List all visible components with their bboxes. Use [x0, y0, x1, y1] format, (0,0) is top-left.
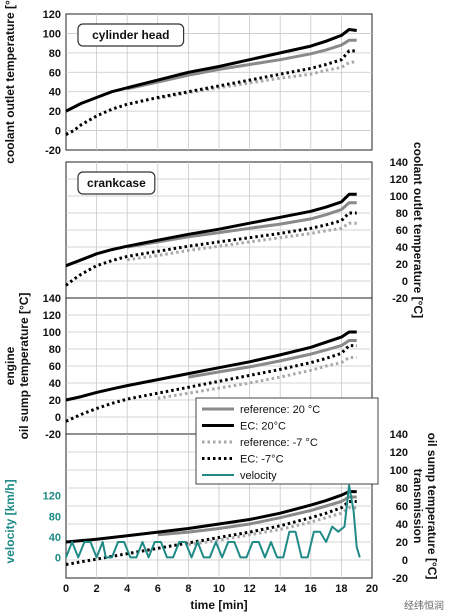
y-tick-label: 20 [49, 395, 61, 407]
y-tick-label: 80 [49, 344, 61, 356]
y-tick-label: 80 [396, 483, 408, 495]
y-axis-label: coolant outlet temperature [°C] [411, 142, 425, 318]
y-tick-label: 60 [49, 361, 61, 373]
y-tick-label: -20 [45, 429, 61, 441]
y-axis-label: transmission [411, 469, 425, 544]
y-axis-label: engine [3, 346, 17, 385]
x-tick-label: 16 [305, 583, 317, 595]
x-axis: 0 2 4 6 8 10 12 14 16 18 20 time [min] [63, 583, 378, 612]
panel-title-box [77, 23, 185, 47]
series-line [65, 28, 357, 113]
y-tick-label: 100 [390, 191, 408, 203]
legend-label: velocity [240, 470, 277, 482]
velocity-tick-label: 40 [49, 532, 61, 544]
series-line [188, 339, 357, 379]
y-tick-label: 120 [43, 9, 61, 21]
series-line [65, 490, 357, 544]
series-line [65, 211, 357, 287]
legend-box [195, 397, 379, 485]
y-tick-label: 0 [402, 276, 408, 288]
y-tick-label: 100 [390, 465, 408, 477]
y-tick-label: -20 [392, 573, 408, 585]
legend: reference: 20 °C EC: 20°C reference: -7 °C… [195, 397, 379, 485]
y-tick-label: 0 [402, 555, 408, 567]
x-axis-label: time [min] [190, 598, 247, 612]
y-tick-label: 60 [396, 225, 408, 237]
y-axis-label: coolant outlet temperature [° [3, 0, 17, 164]
x-tick-label: 6 [155, 583, 161, 595]
velocity-tick-label: 0 [55, 552, 61, 564]
y-axis-label: oil sump temperature [°C] [17, 293, 31, 440]
y-tick-label: -20 [392, 293, 408, 305]
y-tick-label: 120 [43, 310, 61, 322]
panel-title: crankcase [87, 176, 146, 190]
legend-label: reference: 20 °C [240, 404, 320, 416]
x-tick-label: 0 [63, 583, 69, 595]
y-tick-label: 20 [396, 259, 408, 271]
x-tick-label: 14 [274, 583, 287, 595]
series-line [157, 495, 357, 537]
y-tick-label: 40 [49, 378, 61, 390]
panel-1: -20 0 20 40 60 80 100 120 cylinder head coolant o… [3, 0, 373, 164]
y-tick-label: 0 [55, 412, 61, 424]
series-line [157, 60, 357, 100]
watermark: 经纬恒润 [404, 601, 444, 612]
y-tick-label: 20 [396, 537, 408, 549]
velocity-tick-label: 120 [43, 491, 61, 503]
series-line [65, 330, 357, 402]
velocity-axis-label: velocity [km/h] [3, 479, 17, 563]
y-tick-label: 40 [396, 519, 408, 531]
panel-4: -20 0 20 40 60 80 100 120 140 transmission oil sum… [3, 429, 439, 585]
series-line [126, 201, 357, 249]
x-tick-label: 20 [366, 583, 378, 595]
y-tick-label: -20 [45, 145, 61, 157]
x-tick-label: 8 [185, 583, 191, 595]
y-tick-label: 40 [49, 87, 61, 99]
velocity-tick-label: 80 [49, 511, 61, 523]
y-tick-label: 120 [390, 447, 408, 459]
series-line [157, 356, 357, 400]
y-tick-label: 60 [396, 501, 408, 513]
y-axis-label: oil sump temperature [°C] [425, 433, 439, 580]
series-line [65, 500, 357, 566]
series-line [126, 38, 357, 91]
x-tick-label: 10 [213, 583, 225, 595]
y-tick-label: 140 [390, 429, 408, 441]
y-tick-label: 120 [390, 174, 408, 186]
y-tick-label: 80 [49, 48, 61, 60]
legend-label: EC: 20°C [240, 421, 286, 433]
series-line [126, 221, 357, 262]
y-tick-label: 140 [43, 293, 61, 305]
series-line [65, 192, 357, 268]
y-tick-label: 80 [396, 208, 408, 220]
y-tick-label: 40 [396, 242, 408, 254]
x-tick-label: 18 [335, 583, 347, 595]
legend-label: EC: -7°C [240, 454, 284, 466]
y-tick-label: 100 [43, 28, 61, 40]
panel-title: cylinder head [92, 28, 169, 42]
panel-2: -20 0 20 40 60 80 100 120 140 crankcase coolant ou… [65, 142, 425, 318]
legend-label: reference: -7 °C [240, 437, 318, 449]
x-tick-label: 2 [94, 583, 100, 595]
x-tick-label: 12 [243, 583, 255, 595]
y-tick-label: 20 [49, 106, 61, 118]
series-line [65, 344, 357, 423]
y-tick-label: 100 [43, 327, 61, 339]
panel-title-box [77, 171, 156, 195]
x-tick-label: 4 [124, 583, 131, 595]
y-tick-label: 0 [55, 126, 61, 138]
y-tick-label: 60 [49, 67, 61, 79]
velocity-line [65, 484, 361, 559]
y-tick-label: 140 [390, 157, 408, 169]
